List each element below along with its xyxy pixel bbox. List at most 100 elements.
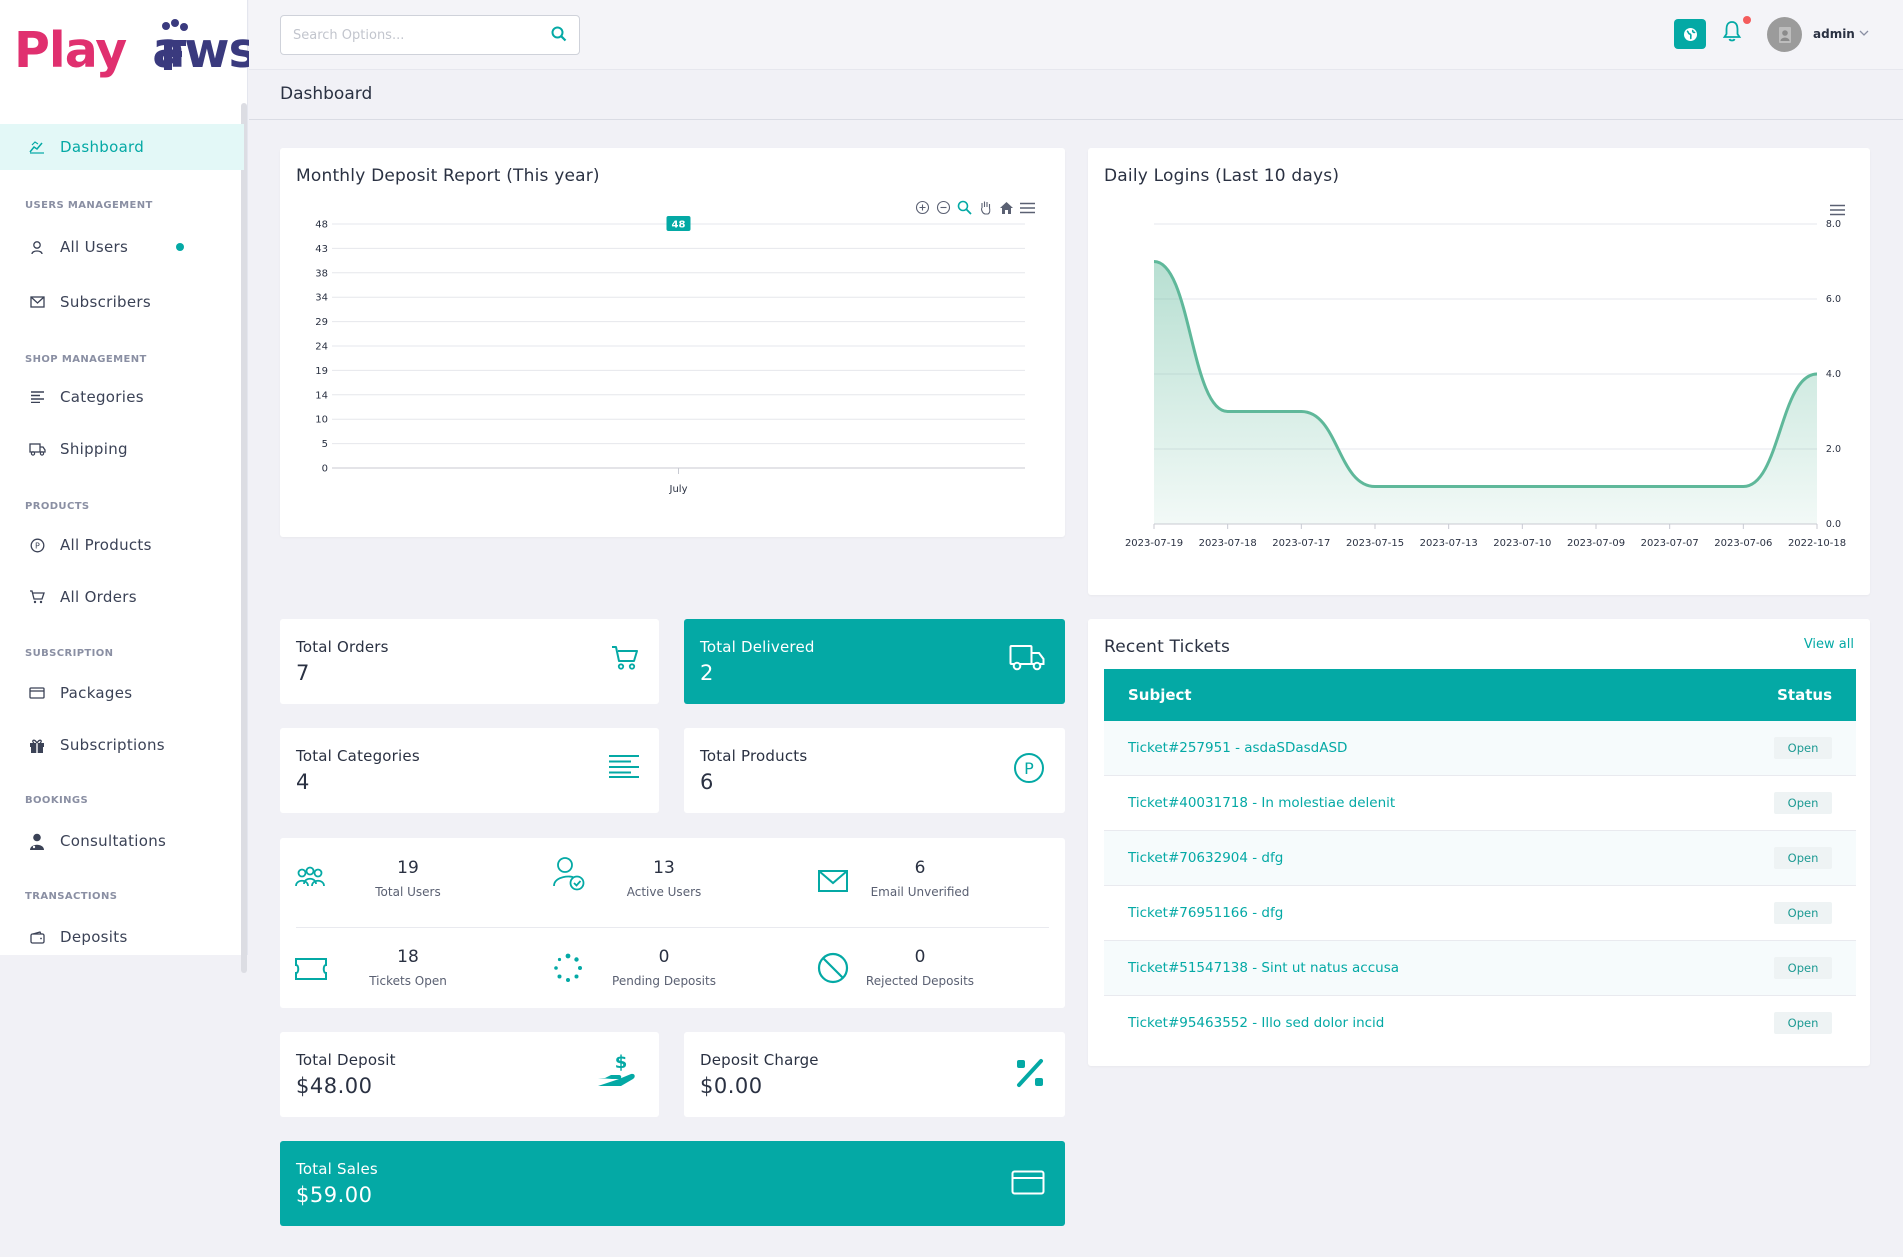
admin-name[interactable]: admin: [1813, 27, 1855, 41]
y-tick-label: 48: [315, 220, 328, 231]
mini-stat-label: Email Unverified: [870, 885, 970, 899]
avatar[interactable]: [1767, 17, 1802, 52]
status-badge: Open: [1774, 902, 1832, 924]
y-tick-label: 0.0: [1826, 519, 1841, 530]
x-tick-label: 2023-07-06: [1714, 538, 1772, 549]
mini-stat-total-users[interactable]: 19 Total Users: [280, 838, 536, 923]
credit-card-icon: [28, 684, 46, 702]
chart-menu-icon[interactable]: [1020, 202, 1035, 214]
sidebar-item-packages[interactable]: Packages: [0, 670, 244, 716]
bell-icon[interactable]: [1722, 20, 1742, 42]
sidebar-item-categories[interactable]: Categories: [0, 374, 244, 420]
sidebar-item-all-orders[interactable]: All Orders: [0, 574, 244, 620]
y-tick-label: 6.0: [1826, 294, 1841, 305]
stat-total-delivered[interactable]: Total Delivered 2: [684, 619, 1065, 704]
chevron-down-icon[interactable]: [1859, 30, 1869, 36]
zoom-in-icon[interactable]: [915, 200, 930, 215]
sidebar-item-label: All Users: [60, 238, 129, 256]
ticket-subject-link[interactable]: Ticket#257951 - asdaSDasdASD: [1128, 740, 1348, 756]
search-icon[interactable]: [551, 26, 567, 42]
stat-total-products[interactable]: Total Products 6 P: [684, 728, 1065, 813]
stat-total-orders[interactable]: Total Orders 7: [280, 619, 659, 704]
pan-hand-icon[interactable]: [978, 200, 993, 215]
recent-tickets-title: Recent Tickets: [1104, 637, 1231, 657]
mini-stat-active-users[interactable]: 13 Active Users: [536, 838, 792, 923]
mini-stat-email-unverified[interactable]: 6 Email Unverified: [792, 838, 1048, 923]
table-row[interactable]: Ticket#40031718 - In molestiae delenit O…: [1104, 776, 1856, 831]
language-button[interactable]: [1674, 19, 1706, 49]
credit-card-icon: [1011, 1170, 1045, 1196]
y-tick-label: 19: [315, 366, 328, 377]
mini-stat-value: 6: [914, 858, 926, 878]
sidebar-item-subscribers[interactable]: Subscribers: [0, 279, 244, 325]
sidebar-item-deposits[interactable]: Deposits: [0, 914, 244, 960]
y-tick-label: 2.0: [1826, 444, 1841, 455]
home-reset-icon[interactable]: [999, 201, 1014, 215]
search-input[interactable]: [281, 16, 531, 54]
ticket-subject-link[interactable]: Ticket#76951166 - dfg: [1128, 905, 1284, 921]
sidebar-item-all-products[interactable]: P All Products: [0, 522, 244, 568]
data-label: 48: [672, 220, 686, 231]
mini-stat-tickets-open[interactable]: 18 Tickets Open: [280, 927, 536, 1012]
mini-stat-value: 19: [397, 858, 419, 878]
table-row[interactable]: Ticket#95463552 - Illo sed dolor incid O…: [1104, 996, 1856, 1051]
magnifier-icon[interactable]: [957, 200, 972, 215]
stat-label: Total Categories: [296, 747, 420, 765]
chart-line-icon: [28, 138, 46, 156]
search-box: [280, 15, 580, 55]
table-row[interactable]: Ticket#76951166 - dfg Open: [1104, 886, 1856, 941]
stat-deposit-charge[interactable]: Deposit Charge $0.00: [684, 1032, 1065, 1117]
topbar: admin: [249, 0, 1903, 70]
column-header-subject: Subject: [1128, 686, 1192, 704]
stat-total-categories[interactable]: Total Categories 4: [280, 728, 659, 813]
cart-icon: [28, 588, 46, 606]
table-row[interactable]: Ticket#70632904 - dfg Open: [1104, 831, 1856, 886]
stat-label: Total Products: [700, 747, 808, 765]
mini-stat-pending-deposits[interactable]: 0 Pending Deposits: [536, 927, 792, 1012]
chart-menu-icon[interactable]: [1830, 204, 1845, 216]
stat-value: $59.00: [296, 1183, 373, 1207]
divider: [296, 927, 1049, 928]
svg-text:P: P: [34, 541, 39, 550]
y-tick-label: 14: [315, 390, 328, 401]
sidebar-scrollbar[interactable]: [241, 103, 247, 973]
list-icon: [28, 388, 46, 406]
sidebar-item-all-users[interactable]: All Users: [0, 224, 244, 270]
ticket-subject-link[interactable]: Ticket#70632904 - dfg: [1128, 850, 1284, 866]
ticket-subject-link[interactable]: Ticket#40031718 - In molestiae delenit: [1128, 795, 1396, 811]
stat-total-deposit[interactable]: Total Deposit $48.00 $: [280, 1032, 659, 1117]
zoom-out-icon[interactable]: [936, 200, 951, 215]
sidebar-item-shipping[interactable]: Shipping: [0, 426, 244, 472]
y-tick-label: 8.0: [1826, 219, 1841, 230]
mini-stat-rejected-deposits[interactable]: 0 Rejected Deposits: [792, 927, 1048, 1012]
series-line: [1153, 260, 1818, 488]
area-fill: [1154, 261, 1817, 524]
sidebar-item-subscriptions[interactable]: Subscriptions: [0, 722, 244, 768]
table-row[interactable]: Ticket#51547138 - Sint ut natus accusa O…: [1104, 941, 1856, 996]
sidebar-item-dashboard[interactable]: Dashboard: [0, 124, 244, 170]
ticket-subject-link[interactable]: Ticket#51547138 - Sint ut natus accusa: [1128, 960, 1400, 976]
mini-stat-label: Total Users: [375, 885, 441, 899]
view-all-link[interactable]: View all: [1803, 637, 1854, 652]
mini-stat-label: Active Users: [626, 885, 702, 899]
x-tick-label: 2022-10-18: [1788, 538, 1846, 549]
wallet-icon: [28, 928, 46, 946]
mini-stat-label: Pending Deposits: [612, 974, 716, 988]
brand-logo[interactable]: Play aws: [14, 19, 258, 82]
ticket-subject-link[interactable]: Ticket#95463552 - Illo sed dolor incid: [1128, 1015, 1385, 1031]
deposit-chart-title: Monthly Deposit Report (This year): [296, 166, 600, 186]
user-check-icon: [552, 856, 586, 892]
sidebar-item-consultations[interactable]: Consultations: [0, 818, 244, 864]
x-tick-label: 2023-07-13: [1420, 538, 1478, 549]
svg-text:$: $: [615, 1052, 628, 1073]
stat-value: $48.00: [296, 1074, 373, 1098]
notification-badge: [1743, 16, 1751, 24]
status-badge: Open: [1774, 1012, 1832, 1034]
y-tick-label: 43: [315, 244, 328, 255]
mini-stat-value: 0: [658, 947, 670, 967]
stat-total-sales[interactable]: Total Sales $59.00: [280, 1141, 1065, 1226]
mini-stat-label: Tickets Open: [369, 974, 447, 988]
x-tick-label: 2023-07-09: [1567, 538, 1625, 549]
paw-icon: [162, 19, 188, 70]
table-row[interactable]: Ticket#257951 - asdaSDasdASD Open: [1104, 721, 1856, 776]
